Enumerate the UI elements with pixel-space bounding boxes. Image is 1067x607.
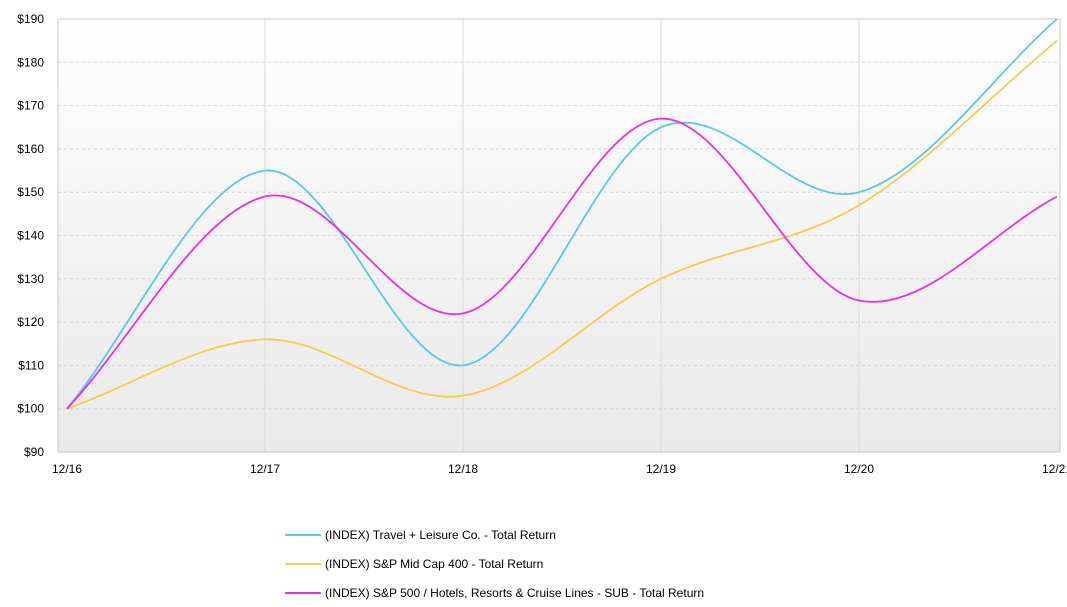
y-axis-tick-labels: $90 $100 $110 $120 $130 $140 $150 $160 $170 $180 $… [17,12,44,459]
legend-label: (INDEX) Travel + Leisure Co. - Total Ret… [325,527,556,542]
x-axis-tick-labels: 12/16 12/17 12/18 12/19 12/20 12/21 [52,462,1067,476]
chart: $90 $100 $110 $120 $130 $140 $150 $160 $170 $180 $… [17,12,1067,600]
y-tick-label: $130 [17,272,44,286]
legend-swatch [285,591,321,594]
series-line-2 [66,117,1058,410]
x-tick-label: 12/20 [844,462,874,476]
legend-swatch [285,562,321,565]
x-tick-label: 12/17 [250,462,280,476]
chart-svg: $90 $100 $110 $120 $130 $140 $150 $160 $170 $180 $… [17,12,1067,476]
y-tick-label: $120 [17,315,44,329]
legend-item-sp-500-hotels: (INDEX) S&P 500 / Hotels, Resorts & Crui… [285,578,704,607]
legend-label: (INDEX) S&P 500 / Hotels, Resorts & Crui… [325,585,705,600]
y-tick-label: $90 [24,445,44,459]
x-tick-label: 12/19 [646,462,676,476]
legend-item-travel-leisure: (INDEX) Travel + Leisure Co. - Total Ret… [285,520,704,549]
y-tick-label: $160 [17,142,44,156]
series-line-0 [66,18,1058,410]
y-tick-label: $150 [17,185,44,199]
legend-label: (INDEX) S&P Mid Cap 400 - Total Return [325,556,544,571]
y-tick-label: $110 [18,358,44,372]
x-tick-label: 12/16 [52,462,82,476]
y-tick-label: $100 [17,402,44,416]
y-tick-label: $170 [17,99,44,113]
x-tick-label: 12/21 [1042,462,1067,476]
series-line-1 [66,40,1058,410]
legend-swatch [285,533,321,536]
y-tick-label: $140 [17,229,44,243]
grid [58,19,1060,452]
y-tick-label: $190 [17,12,44,26]
x-tick-label: 12/18 [448,462,478,476]
legend-item-sp-mid-cap-400: (INDEX) S&P Mid Cap 400 - Total Return [285,549,704,578]
plot-border [57,18,1061,453]
y-tick-label: $180 [17,55,44,69]
series-lines [66,18,1058,410]
axes [57,18,1061,453]
